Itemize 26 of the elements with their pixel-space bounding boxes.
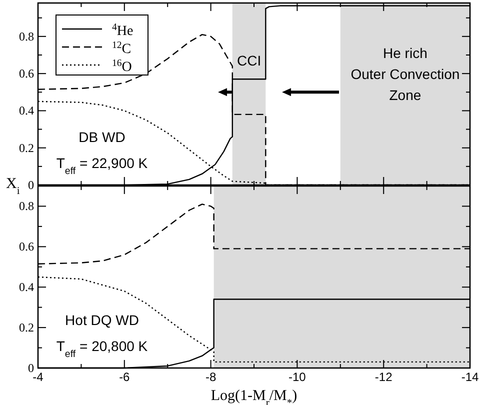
band-label: He rich Outer Convection Zone bbox=[350, 45, 460, 103]
y-tick-label: 0.6 bbox=[19, 66, 34, 81]
annotation: Hot DQ WD bbox=[65, 312, 139, 328]
y-tick-label: 0.8 bbox=[19, 199, 34, 214]
x-tick-label: -8 bbox=[205, 370, 216, 384]
x-tick-label: -10 bbox=[288, 370, 306, 384]
y-tick-label: 0.4 bbox=[19, 280, 34, 294]
y-tick-label: 0.2 bbox=[19, 320, 34, 335]
x-tick-label: -14 bbox=[461, 370, 479, 384]
legend-label: $^{16}$O bbox=[112, 58, 132, 75]
x-tick-label: -4 bbox=[32, 370, 44, 384]
y-tick-label: 0.2 bbox=[19, 140, 34, 155]
legend-label: $^{4}$He bbox=[112, 22, 134, 39]
annotation: T$_{eff}$ = 20,800 K bbox=[56, 338, 148, 360]
annotation: T$_{eff}$ = 22,900 K bbox=[56, 155, 148, 176]
y-tick-label: 0.8 bbox=[19, 29, 34, 44]
x-tick-label: -6 bbox=[119, 370, 130, 384]
band-label: CCI bbox=[236, 52, 262, 69]
y-axis-title: X$_{i}$ bbox=[6, 176, 20, 196]
y-tick-label: 0 bbox=[28, 361, 34, 375]
y-tick-label: 0 bbox=[28, 178, 34, 192]
y-tick-label: 0.4 bbox=[19, 104, 34, 118]
legend-label: $^{12}$C bbox=[112, 40, 132, 57]
y-tick-label: 0.6 bbox=[19, 240, 34, 254]
annotation: DB WD bbox=[78, 129, 126, 145]
x-tick-label: -12 bbox=[374, 370, 393, 384]
